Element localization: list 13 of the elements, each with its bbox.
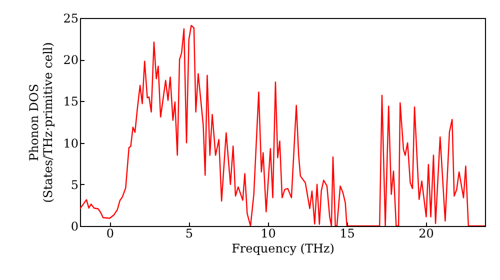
line-series [80, 24, 485, 226]
x-tick-label: 10 [260, 226, 276, 240]
y-tick-label: 15 [63, 94, 78, 109]
y-tick-label: 25 [63, 12, 78, 26]
y-tick-label: 20 [63, 53, 78, 68]
y-axis-title: Phonon DOS (States/THz·primitive cell) [27, 42, 56, 203]
x-axis-title: Frequency (THz) [232, 242, 334, 256]
y-tick-label: 5 [70, 178, 78, 192]
y-tick-label: 10 [63, 136, 78, 150]
x-tick-label: 15 [340, 226, 355, 240]
x-tick-label: 20 [418, 226, 434, 240]
x-tick-label: 0 [106, 226, 114, 240]
x-tick-label: 5 [185, 226, 194, 240]
